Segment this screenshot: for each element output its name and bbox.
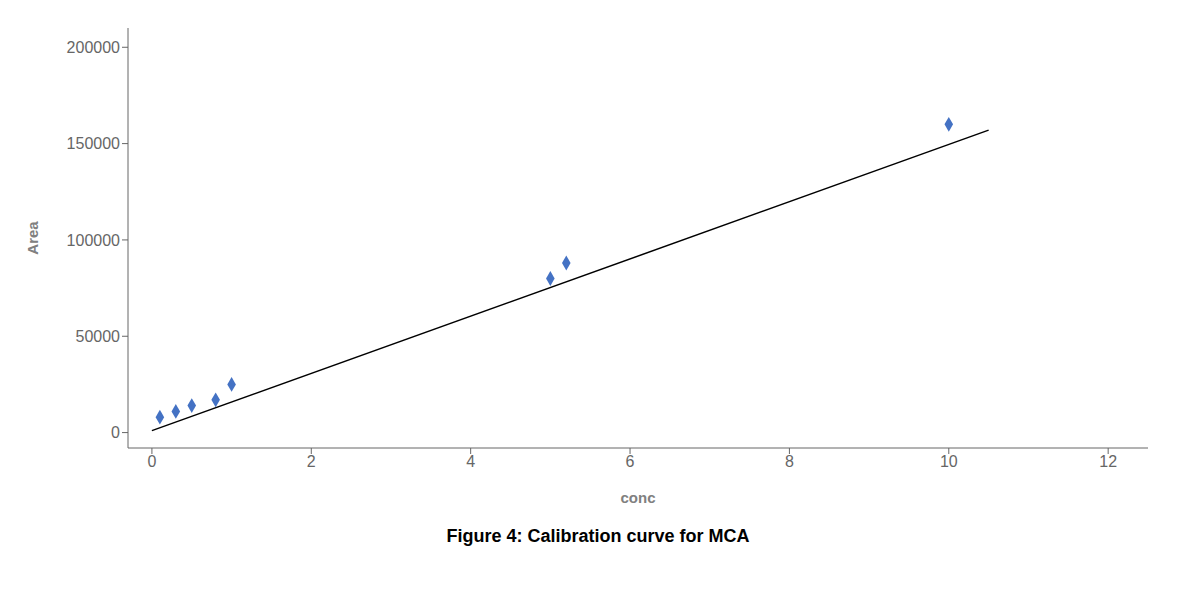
svg-text:12: 12 xyxy=(1099,453,1117,470)
svg-text:6: 6 xyxy=(626,453,635,470)
svg-text:50000: 50000 xyxy=(76,328,121,345)
svg-text:10: 10 xyxy=(940,453,958,470)
svg-text:0: 0 xyxy=(111,424,120,441)
svg-text:200000: 200000 xyxy=(67,39,120,56)
html-text:Figure 4: Calibration curve fo: Figure 4: Calibration curve for MCA xyxy=(446,526,750,546)
svg-text:0: 0 xyxy=(147,453,156,470)
svg-text:8: 8 xyxy=(785,453,794,470)
svg-text:Area: Area xyxy=(24,221,41,255)
svg-text:150000: 150000 xyxy=(67,135,120,152)
svg-text:conc: conc xyxy=(620,489,655,506)
svg-text:4: 4 xyxy=(466,453,475,470)
svg-text:100000: 100000 xyxy=(67,232,120,249)
svg-text:2: 2 xyxy=(307,453,316,470)
